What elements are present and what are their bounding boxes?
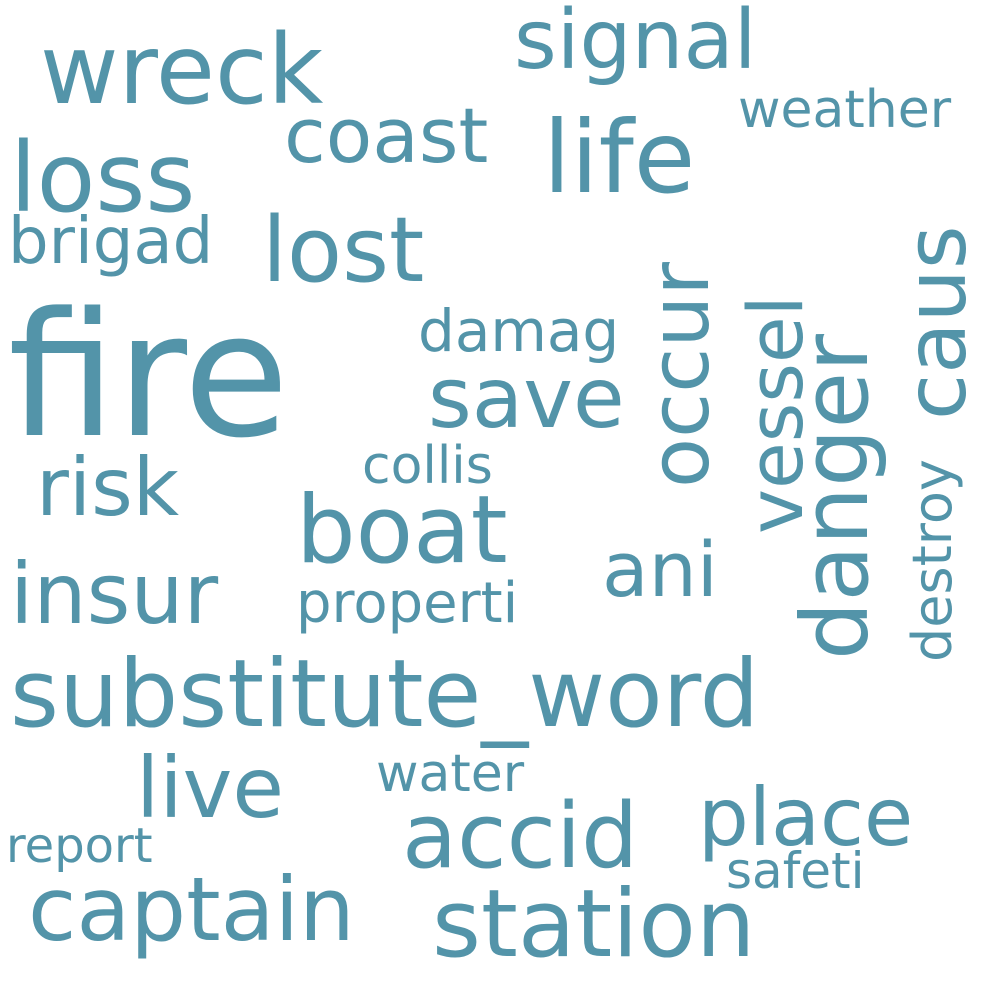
word-safeti: safeti bbox=[726, 842, 865, 900]
word-wreck: wreck bbox=[40, 14, 324, 126]
word-caus: caus bbox=[887, 225, 985, 420]
word-occur: occur bbox=[633, 261, 728, 488]
word-save: save bbox=[428, 349, 625, 447]
word-boat: boat bbox=[296, 476, 508, 585]
word-destroy: destroy bbox=[901, 459, 964, 662]
word-weather: weather bbox=[738, 80, 952, 140]
word-station: station bbox=[432, 870, 756, 979]
word-vessel: vessel bbox=[731, 295, 820, 534]
word-properti: properti bbox=[296, 571, 519, 636]
word-substitute-word: substitute_word bbox=[10, 640, 760, 749]
word-place: place bbox=[698, 771, 914, 864]
word-live: live bbox=[136, 739, 285, 837]
word-insur: insur bbox=[10, 545, 219, 643]
word-life: life bbox=[543, 99, 696, 216]
word-fire: fire bbox=[8, 275, 290, 476]
word-risk: risk bbox=[36, 441, 180, 534]
word-signal: signal bbox=[514, 0, 757, 88]
word-coast: coast bbox=[284, 91, 489, 180]
word-loss: loss bbox=[10, 122, 196, 234]
word-brigad: brigad bbox=[8, 205, 214, 279]
word-accid: accid bbox=[402, 784, 639, 889]
word-captain: captain bbox=[28, 858, 355, 961]
word-collis: collis bbox=[362, 436, 493, 496]
word-ani: ani bbox=[602, 525, 718, 614]
word-report: report bbox=[6, 818, 153, 874]
word-lost: lost bbox=[262, 198, 425, 303]
word-water: water bbox=[376, 744, 525, 804]
word-damag: damag bbox=[418, 297, 620, 365]
